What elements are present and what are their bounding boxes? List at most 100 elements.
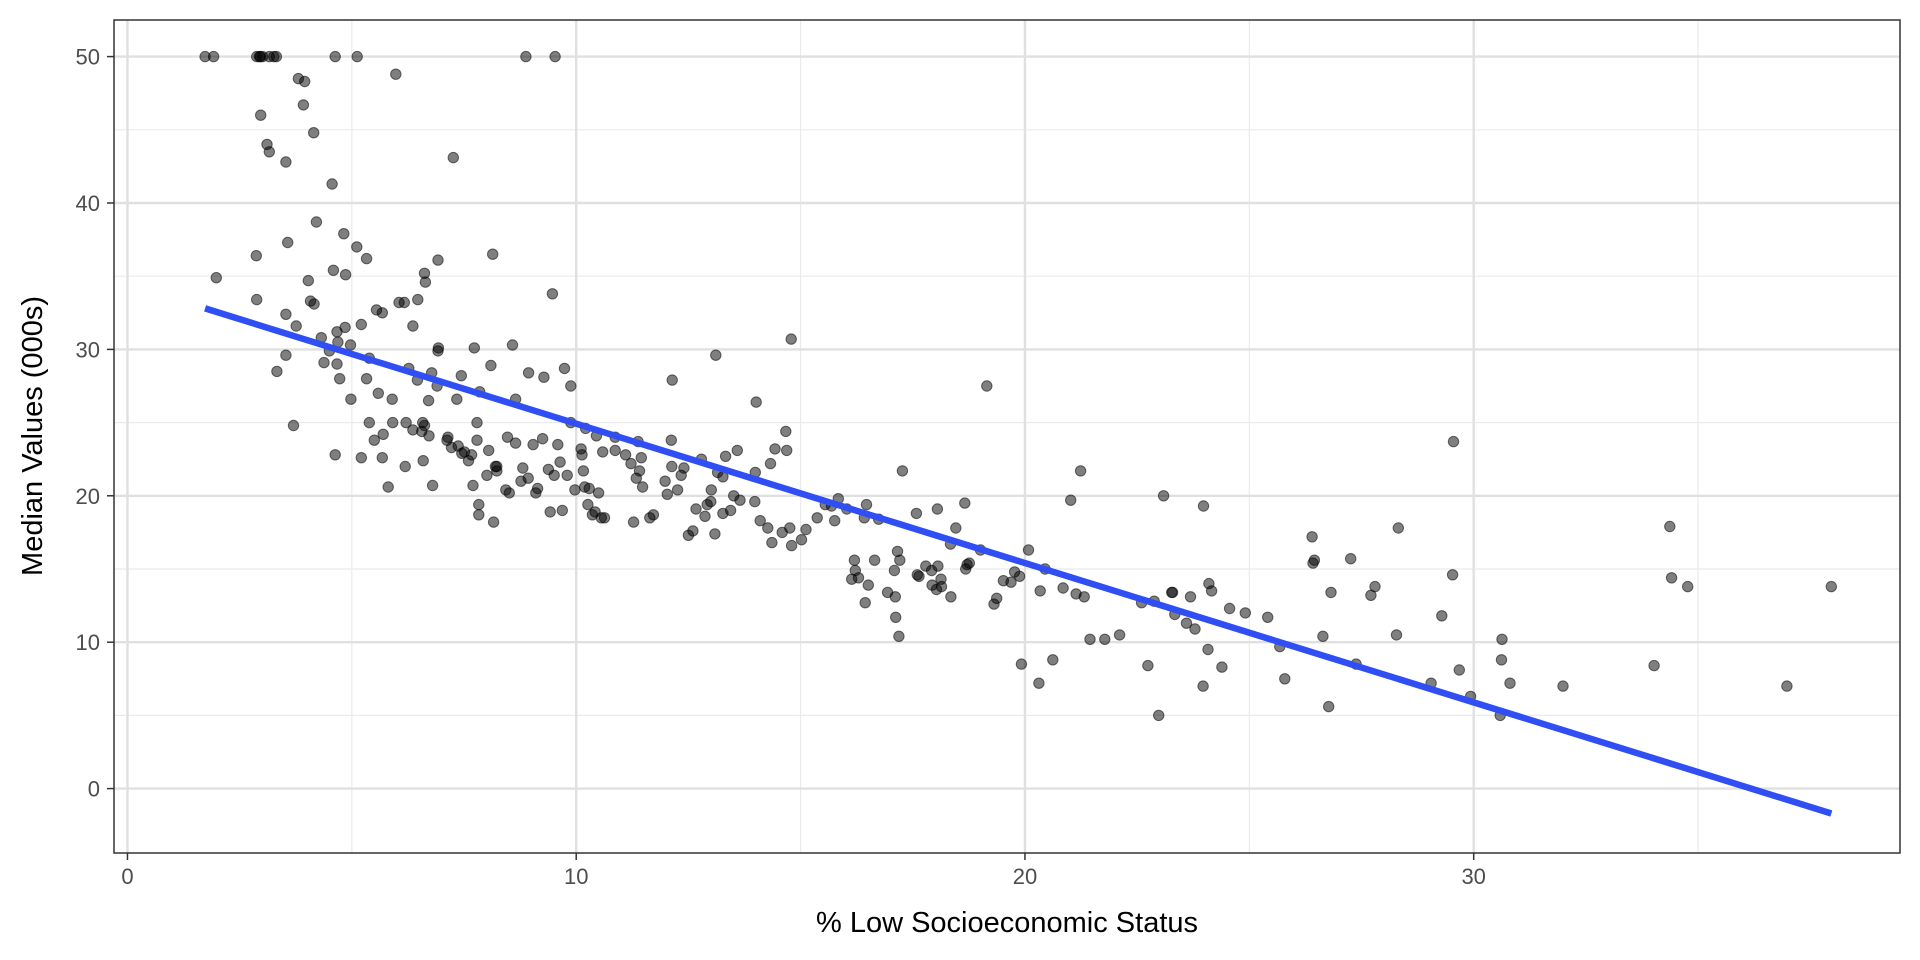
data-point xyxy=(963,557,975,569)
data-point xyxy=(447,151,459,164)
data-point xyxy=(398,296,410,309)
data-point xyxy=(1308,554,1321,566)
y-tick-label: 20 xyxy=(76,484,100,509)
data-point xyxy=(344,339,357,351)
data-point xyxy=(959,497,971,509)
data-point xyxy=(561,469,573,481)
data-point xyxy=(351,241,363,253)
data-point xyxy=(263,146,275,158)
data-point xyxy=(671,484,684,496)
data-point xyxy=(950,522,962,534)
data-point xyxy=(1189,623,1201,635)
data-point xyxy=(368,434,380,446)
data-point xyxy=(852,572,865,584)
data-point xyxy=(781,444,793,457)
data-point xyxy=(1306,531,1318,543)
data-point xyxy=(749,495,761,508)
data-point xyxy=(422,394,435,407)
data-point xyxy=(455,370,467,382)
data-point xyxy=(487,516,500,528)
data-point xyxy=(468,342,480,354)
data-point xyxy=(297,99,310,111)
data-point xyxy=(1557,680,1569,692)
data-point xyxy=(829,515,841,527)
data-point xyxy=(1013,570,1026,582)
data-point xyxy=(360,373,373,385)
data-point xyxy=(456,447,468,459)
data-point xyxy=(1078,591,1090,603)
data-point xyxy=(931,503,944,515)
data-point xyxy=(485,359,497,372)
data-point xyxy=(659,475,671,487)
data-point xyxy=(334,373,346,385)
data-point xyxy=(635,452,647,464)
data-point xyxy=(795,534,808,546)
data-point xyxy=(769,443,781,455)
data-point xyxy=(299,75,311,88)
data-point xyxy=(471,416,483,429)
data-point xyxy=(699,510,711,522)
data-point xyxy=(329,50,341,63)
data-point xyxy=(1057,582,1069,594)
grid-major xyxy=(114,20,1900,853)
data-point xyxy=(583,482,595,495)
data-point xyxy=(501,431,514,443)
data-point xyxy=(503,487,515,499)
data-point xyxy=(597,446,609,458)
data-point xyxy=(860,498,873,511)
data-point xyxy=(423,430,435,442)
data-point xyxy=(280,308,292,320)
data-point xyxy=(1184,591,1197,603)
x-axis: 0 10 20 30 xyxy=(121,853,1486,889)
data-point xyxy=(1239,607,1252,619)
y-axis: 0 10 20 30 40 50 xyxy=(76,45,114,802)
data-point xyxy=(1825,580,1838,593)
data-point xyxy=(1496,633,1508,645)
x-tick-label: 30 xyxy=(1461,864,1485,889)
data-point xyxy=(1447,435,1460,448)
data-point xyxy=(1033,677,1045,689)
data-point xyxy=(1781,680,1793,692)
y-tick-label: 10 xyxy=(76,630,100,655)
data-point xyxy=(734,494,746,506)
data-point xyxy=(661,488,673,500)
data-point xyxy=(1262,611,1274,623)
data-point xyxy=(1453,664,1466,676)
data-point xyxy=(1022,544,1035,556)
data-point xyxy=(764,457,777,470)
data-point xyxy=(1074,465,1087,477)
data-point xyxy=(310,216,323,228)
data-point xyxy=(1323,700,1335,713)
data-point xyxy=(1099,633,1111,645)
data-point xyxy=(345,393,357,405)
data-point xyxy=(412,293,424,306)
data-point xyxy=(432,345,444,357)
data-point xyxy=(432,254,444,266)
data-point xyxy=(549,50,561,63)
data-point xyxy=(327,264,340,276)
data-point xyxy=(991,592,1003,604)
data-point xyxy=(509,437,522,449)
data-point xyxy=(577,465,590,477)
data-point xyxy=(1034,585,1046,597)
data-point xyxy=(372,387,384,399)
data-point xyxy=(1216,661,1228,673)
data-point xyxy=(1005,576,1017,588)
data-point xyxy=(1504,677,1516,689)
data-point xyxy=(280,156,292,168)
data-point xyxy=(376,307,388,319)
data-point xyxy=(355,452,367,464)
y-tick-label: 50 xyxy=(76,45,100,70)
data-point xyxy=(1153,709,1165,722)
data-point xyxy=(382,481,394,493)
y-axis-title: Median Values (000s) xyxy=(17,296,49,576)
data-point xyxy=(1197,500,1210,512)
data-point xyxy=(1446,569,1459,581)
data-point xyxy=(705,495,717,508)
data-point xyxy=(750,396,762,408)
data-point xyxy=(552,438,564,451)
data-point xyxy=(271,365,283,378)
data-point xyxy=(527,438,539,451)
data-point xyxy=(522,472,534,484)
